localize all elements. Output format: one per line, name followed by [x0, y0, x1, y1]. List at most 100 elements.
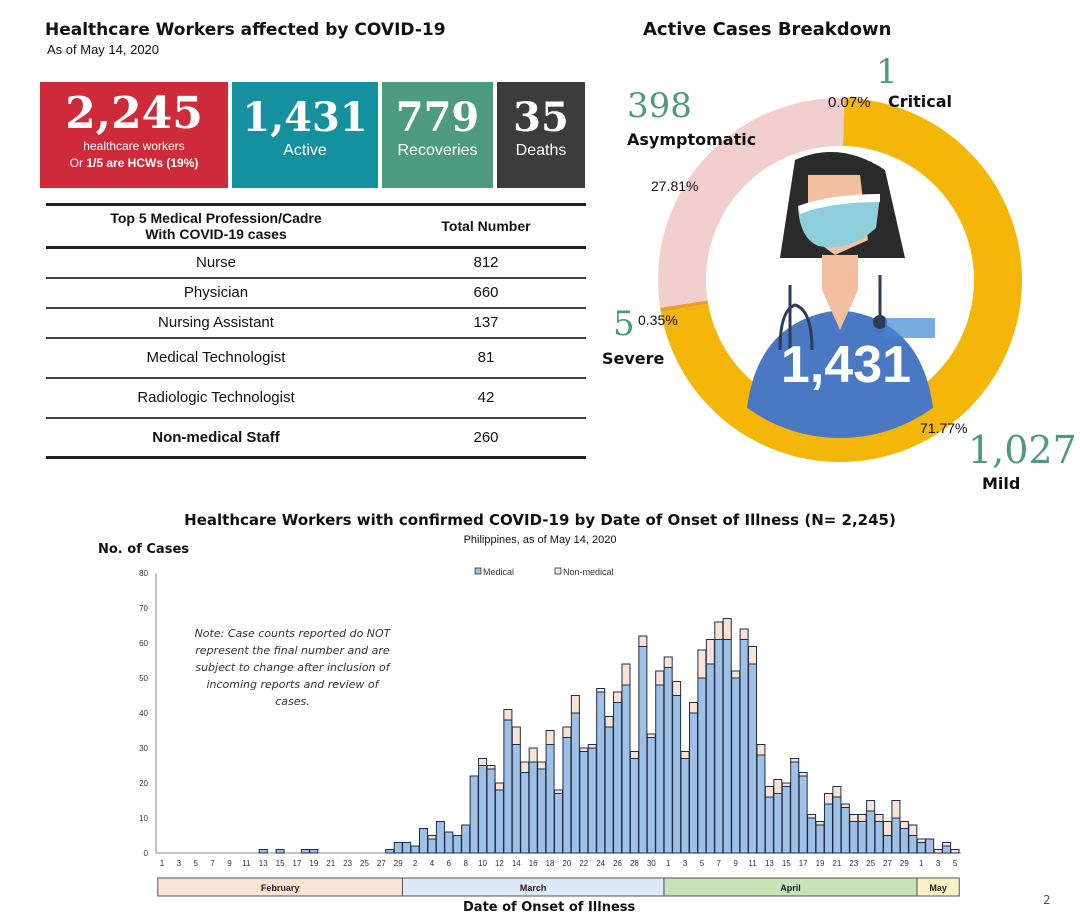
- x-tick-label: 5: [194, 859, 199, 868]
- x-tick-label: 16: [529, 859, 538, 868]
- month-label: March: [520, 883, 547, 893]
- bar-non-medical: [916, 838, 926, 843]
- bar-medical: [790, 761, 800, 854]
- asymptomatic-count: 398: [627, 86, 692, 126]
- x-tick-label: 11: [242, 859, 251, 868]
- x-tick-label: 2: [413, 859, 418, 868]
- bar-non-medical: [596, 688, 606, 693]
- bar-medical: [840, 807, 850, 854]
- bar-medical: [419, 828, 429, 854]
- chart-title: Healthcare Workers with confirmed COVID-…: [184, 511, 896, 529]
- x-tick-label: 25: [360, 859, 369, 868]
- table-row: Non-medical Staff 260: [46, 417, 586, 459]
- profession-header: Top 5 Medical Profession/Cadre With COVID…: [46, 203, 386, 249]
- bar-non-medical: [553, 789, 564, 794]
- bar-medical: [731, 677, 741, 854]
- bar-medical: [638, 646, 648, 854]
- x-tick-label: 13: [765, 859, 774, 868]
- profession-name: Nursing Assistant: [46, 307, 386, 339]
- profession-header-line2: With COVID-19 cases: [145, 226, 287, 242]
- profession-count: 660: [386, 277, 586, 309]
- month-label: February: [261, 883, 300, 893]
- bar-non-medical: [908, 824, 918, 836]
- stat-total-card: 2,245 healthcare workers Or 1/5 are HCWs…: [40, 82, 228, 188]
- critical-pct: 0.07%: [828, 94, 871, 111]
- x-tick-label: 30: [647, 859, 656, 868]
- nurse-illustration-icon: [745, 152, 935, 438]
- bar-medical: [857, 821, 867, 854]
- bar-medical: [444, 831, 454, 854]
- asymptomatic-label: Asymptomatic: [627, 130, 757, 149]
- bar-medical: [655, 684, 665, 854]
- stat-total-sublabel: Or 1/5 are HCWs (19%): [40, 155, 228, 172]
- bar-medical: [461, 824, 471, 854]
- y-tick-label: 50: [139, 674, 148, 683]
- bar-non-medical: [672, 681, 682, 696]
- stat-recoveries-label: Recoveries: [397, 142, 478, 159]
- bar-medical: [899, 828, 909, 854]
- stat-active-value: 1,431: [242, 94, 368, 141]
- y-tick-label: 60: [139, 639, 148, 648]
- bar-non-medical: [655, 670, 665, 686]
- bar-non-medical: [680, 751, 690, 759]
- bar-medical: [300, 849, 310, 854]
- month-label: April: [780, 883, 801, 893]
- bar-medical: [916, 842, 926, 854]
- bar-non-medical: [773, 779, 783, 794]
- bar-medical: [722, 639, 732, 854]
- month-label: May: [929, 883, 947, 893]
- bar-medical: [688, 712, 698, 854]
- bar-non-medical: [503, 709, 513, 721]
- bar-non-medical: [781, 782, 791, 787]
- severe-pct: 0.35%: [638, 312, 678, 328]
- donut-title: Active Cases Breakdown: [643, 19, 892, 40]
- bar-medical: [537, 768, 547, 854]
- bar-medical: [697, 677, 707, 854]
- table-row: Physician 660: [46, 277, 586, 309]
- y-axis-label: No. of Cases: [98, 542, 189, 557]
- x-tick-label: 5: [700, 859, 705, 868]
- y-tick-label: 80: [139, 569, 148, 578]
- critical-count: 1: [876, 52, 898, 92]
- x-tick-label: 21: [326, 859, 335, 868]
- bar-non-medical: [537, 761, 547, 770]
- bar-medical: [705, 663, 715, 854]
- x-tick-label: 12: [495, 859, 504, 868]
- legend-swatch: [474, 567, 482, 575]
- bar-non-medical: [570, 695, 580, 714]
- stat-total-ratio: 1/5 are HCWs (19%): [86, 156, 199, 170]
- bar-medical: [773, 793, 783, 854]
- x-tick-label: 23: [343, 859, 352, 868]
- bar-medical: [629, 758, 639, 854]
- table-row: Medical Technologist 81: [46, 337, 586, 379]
- x-tick-label: 1: [919, 859, 924, 868]
- bar-non-medical: [815, 821, 825, 826]
- bar-non-medical: [714, 621, 724, 640]
- x-tick-label: 17: [799, 859, 808, 868]
- y-tick-label: 70: [139, 604, 148, 613]
- bar-medical: [866, 810, 876, 854]
- bar-non-medical: [494, 782, 504, 791]
- bar-non-medical: [807, 814, 817, 819]
- bar-non-medical: [545, 730, 555, 745]
- bar-medical: [562, 737, 572, 854]
- profession-name: Physician: [46, 277, 386, 309]
- bar-non-medical: [638, 635, 648, 647]
- bar-medical: [309, 849, 319, 854]
- bar-medical: [874, 821, 884, 854]
- bar-non-medical: [849, 814, 859, 822]
- bar-medical: [739, 639, 749, 854]
- stat-deaths-label: Deaths: [515, 142, 567, 159]
- x-tick-label: 20: [562, 859, 571, 868]
- bar-medical: [613, 702, 623, 854]
- bar-non-medical: [731, 670, 741, 679]
- x-tick-label: 13: [259, 859, 268, 868]
- total-number-header: Total Number: [386, 203, 586, 249]
- bar-medical: [798, 775, 808, 854]
- month-band-may: [916, 877, 960, 897]
- profession-name: Radiologic Technologist: [46, 377, 386, 419]
- x-tick-label: 18: [546, 859, 555, 868]
- bar-medical: [781, 786, 791, 854]
- x-tick-label: 6: [447, 859, 452, 868]
- legend-label: Medical: [483, 567, 514, 577]
